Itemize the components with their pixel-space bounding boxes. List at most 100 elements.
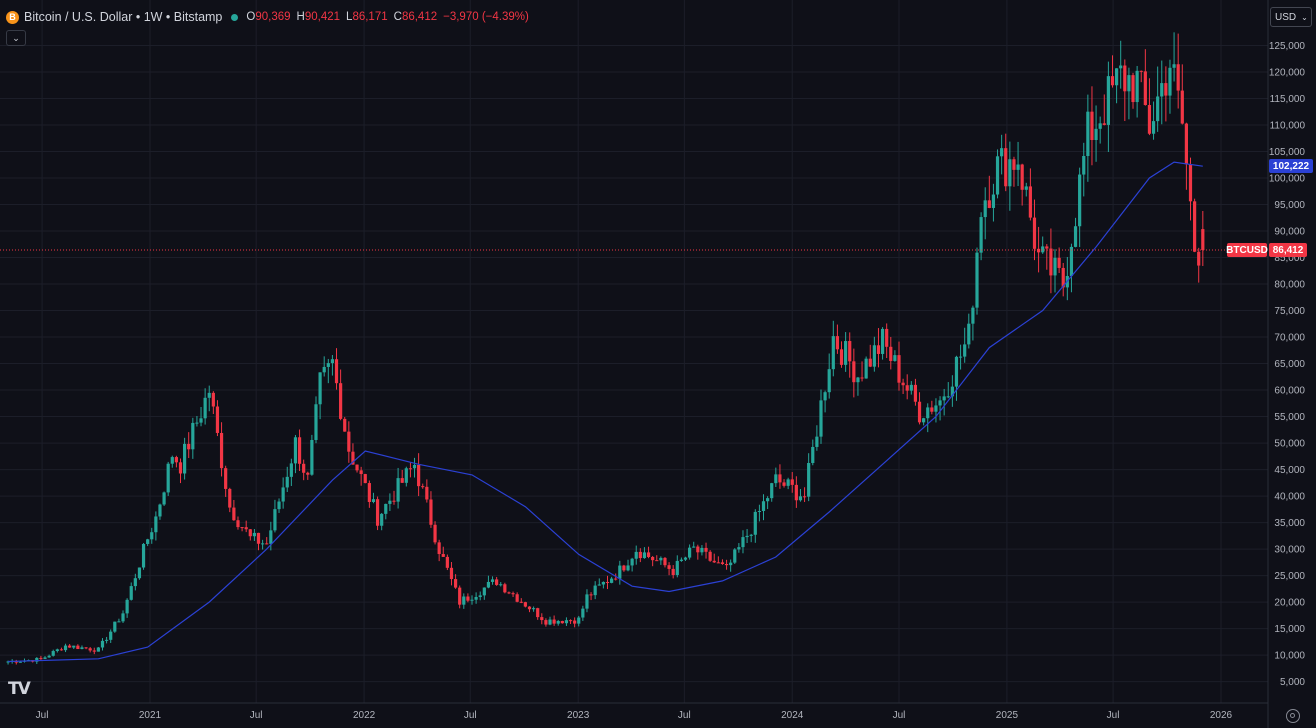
candle — [802, 487, 807, 503]
candle — [326, 358, 330, 384]
candle — [302, 459, 306, 481]
candle — [437, 539, 441, 562]
candle — [761, 494, 766, 521]
candle — [265, 537, 269, 545]
candle — [523, 601, 527, 608]
candle — [503, 582, 507, 594]
candle — [515, 592, 519, 603]
candle — [1127, 67, 1131, 120]
candle — [827, 353, 831, 399]
candle — [819, 389, 823, 444]
candle — [749, 533, 753, 543]
candle — [72, 645, 76, 650]
candle — [199, 406, 203, 427]
candle — [289, 458, 293, 486]
candle — [244, 520, 248, 533]
candle — [909, 381, 913, 395]
candle — [922, 417, 926, 426]
candle — [462, 593, 466, 609]
candle — [1000, 134, 1004, 175]
candle — [954, 355, 959, 401]
candle — [499, 582, 503, 587]
gear-icon[interactable] — [1286, 709, 1300, 723]
candle — [63, 643, 68, 653]
candle — [1061, 262, 1065, 297]
candle — [445, 554, 449, 571]
y-tick-label: 25,000 — [1274, 571, 1305, 582]
candle — [236, 516, 240, 530]
candle — [655, 555, 659, 562]
candle — [679, 557, 683, 562]
candle — [634, 545, 638, 565]
candle — [630, 557, 634, 572]
candle — [146, 538, 150, 547]
candle — [490, 576, 495, 585]
candle — [609, 576, 614, 584]
x-tick-label: 2023 — [567, 710, 590, 721]
candle — [618, 560, 622, 585]
candle — [273, 499, 277, 533]
candle — [486, 575, 491, 589]
candle — [548, 616, 552, 626]
candle — [934, 398, 938, 423]
candle — [109, 629, 113, 643]
y-tick-label: 70,000 — [1274, 333, 1305, 344]
candle — [1143, 49, 1147, 106]
candle — [1180, 64, 1184, 125]
candle — [375, 496, 380, 531]
candle — [581, 605, 585, 621]
candle — [564, 617, 569, 626]
candle — [1094, 105, 1098, 162]
y-tick-label: 100,000 — [1269, 174, 1306, 185]
candle — [137, 567, 142, 580]
candle — [92, 647, 96, 655]
candle — [125, 598, 129, 618]
x-tick-label: Jul — [36, 710, 49, 721]
candle — [388, 493, 392, 512]
candle — [926, 403, 930, 433]
candle — [453, 574, 458, 589]
candle — [1057, 247, 1061, 274]
candle — [150, 527, 154, 544]
candle — [1197, 247, 1201, 283]
candle — [425, 479, 429, 503]
candle — [314, 396, 318, 444]
candle — [207, 385, 211, 412]
currency-selector[interactable]: USD ⌄ — [1270, 7, 1312, 27]
candle — [913, 378, 918, 406]
candle — [905, 374, 909, 400]
candle — [868, 344, 872, 368]
y-tick-label: 75,000 — [1274, 306, 1305, 317]
candle — [811, 439, 815, 466]
symbol-title[interactable]: Bitcoin / U.S. Dollar • 1W • Bitstamp — [24, 10, 223, 24]
candle — [527, 606, 532, 613]
candle — [1131, 72, 1135, 109]
x-tick-label: 2022 — [353, 710, 376, 721]
candle — [166, 461, 170, 496]
market-status-icon — [231, 13, 239, 21]
candle — [704, 542, 708, 559]
candle — [794, 476, 798, 508]
price-axis[interactable]: 5,000 10,000 15,000 20,000 25,000 30,000 35,00… — [1269, 41, 1306, 688]
candle — [441, 546, 445, 557]
tradingview-logo[interactable]: TV — [8, 679, 31, 699]
legend-collapse-button[interactable]: ⌄ — [6, 30, 26, 46]
candle — [897, 341, 901, 391]
candle — [1028, 168, 1032, 221]
candle — [104, 636, 109, 644]
candle — [745, 529, 749, 544]
candle — [979, 212, 983, 261]
y-tick-label: 50,000 — [1274, 439, 1305, 450]
candle — [1193, 198, 1197, 253]
candle — [183, 437, 187, 480]
x-tick-label: Jul — [464, 710, 477, 721]
candle — [946, 382, 950, 399]
candlestick-series — [6, 32, 1205, 665]
candle — [720, 559, 725, 565]
candle — [790, 472, 794, 493]
candle — [577, 615, 581, 627]
candle — [6, 660, 10, 665]
time-axis[interactable]: Jul 2021 Jul 2022 Jul 2023 Jul 2024 Jul 2025 Jul 20… — [36, 710, 1233, 721]
candle — [380, 512, 384, 531]
